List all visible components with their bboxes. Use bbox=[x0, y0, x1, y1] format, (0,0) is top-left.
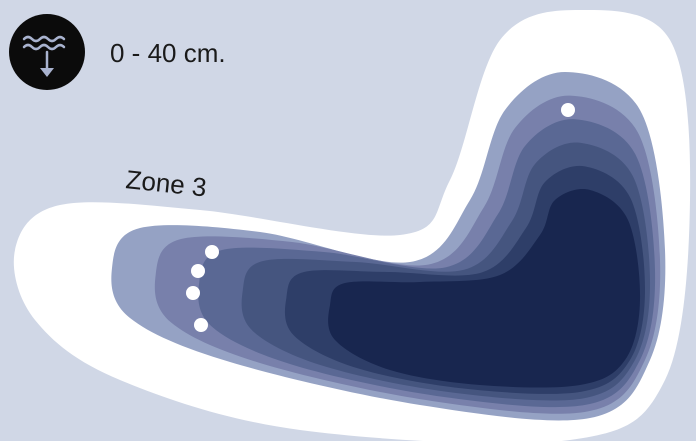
depth-layer bbox=[328, 189, 641, 388]
marker-dot bbox=[191, 264, 205, 278]
zone-shape bbox=[13, 9, 691, 441]
depth-label: 0 - 40 cm. bbox=[110, 38, 226, 68]
marker-dot bbox=[186, 286, 200, 300]
markers bbox=[186, 103, 575, 332]
marker-dot bbox=[205, 245, 219, 259]
marker-dot bbox=[194, 318, 208, 332]
depth-icon bbox=[9, 14, 85, 90]
icon-arrowhead bbox=[40, 68, 54, 77]
icon-wave bbox=[22, 43, 66, 51]
icon-wave bbox=[22, 35, 66, 43]
marker-dot bbox=[561, 103, 575, 117]
